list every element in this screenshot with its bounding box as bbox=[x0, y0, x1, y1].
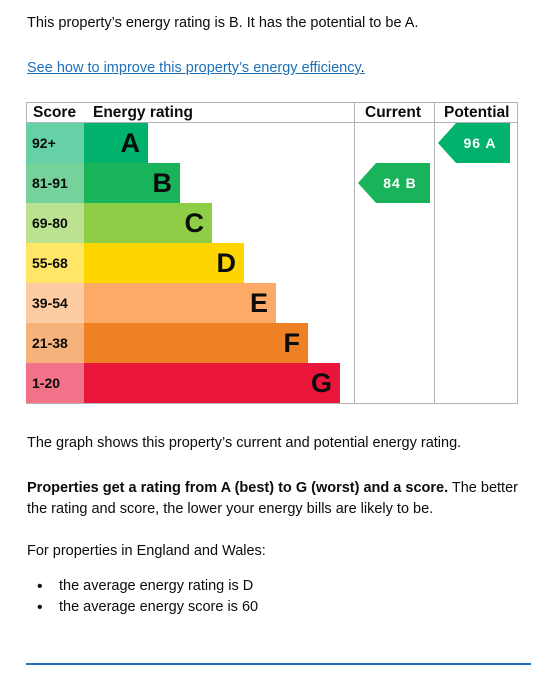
band-letter: E bbox=[249, 288, 268, 318]
region-note: For properties in England and Wales: bbox=[27, 543, 266, 559]
energy-rating-chart: Score Energy rating Current Potential 92… bbox=[26, 102, 518, 404]
band-bar-f: F bbox=[84, 323, 308, 363]
graph-note: The graph shows this property’s current … bbox=[27, 435, 462, 451]
band-bar-e: E bbox=[84, 283, 276, 323]
header-potential: Potential bbox=[444, 104, 510, 121]
band-score-a: 92+ bbox=[26, 123, 84, 163]
potential-rating-arrow: 96 A bbox=[438, 123, 510, 163]
improve-efficiency-link[interactable]: See how to improve this property’s energ… bbox=[27, 60, 365, 76]
rating-explanation-bold: Properties get a rating from A (best) to… bbox=[27, 480, 449, 496]
section-divider bbox=[26, 663, 531, 665]
band-letter: B bbox=[152, 168, 173, 198]
band-score-c: 69-80 bbox=[26, 203, 84, 243]
improve-efficiency-link-text[interactable]: See how to improve this property’s energ… bbox=[27, 60, 361, 76]
band-bar-c: C bbox=[84, 203, 212, 243]
band-letter: D bbox=[216, 248, 237, 278]
potential-score: 96 bbox=[463, 135, 482, 151]
band-bar-b: B bbox=[84, 163, 180, 203]
band-letter: C bbox=[184, 208, 205, 238]
list-item: the average energy score is 60 bbox=[27, 597, 258, 618]
band-bar-g: G bbox=[84, 363, 340, 403]
header-score: Score bbox=[33, 104, 77, 121]
band-score-e: 39-54 bbox=[26, 283, 84, 323]
band-score-g: 1-20 bbox=[26, 363, 84, 403]
band-score-d: 55-68 bbox=[26, 243, 84, 283]
energy-rating-summary: This property’s energy rating is B. It h… bbox=[27, 15, 419, 31]
band-letter: F bbox=[283, 328, 301, 358]
current-score: 84 bbox=[383, 175, 401, 191]
average-list: the average energy rating is D the avera… bbox=[27, 576, 258, 618]
band-letter: G bbox=[310, 368, 332, 398]
current-letter: B bbox=[405, 175, 417, 191]
header-energy-rating: Energy rating bbox=[93, 104, 193, 121]
band-score-b: 81-91 bbox=[26, 163, 84, 203]
rating-explanation-rest: The better the rating and score, the low… bbox=[27, 480, 518, 517]
list-item: the average energy rating is D bbox=[27, 576, 258, 597]
potential-letter: A bbox=[485, 135, 497, 151]
band-letter: A bbox=[120, 128, 141, 158]
band-bar-d: D bbox=[84, 243, 244, 283]
rating-explanation: Properties get a rating from A (best) to… bbox=[27, 478, 522, 520]
current-rating-arrow: 84 B bbox=[358, 163, 430, 203]
link-suffix: . bbox=[360, 60, 365, 76]
band-score-f: 21-38 bbox=[26, 323, 84, 363]
header-current: Current bbox=[365, 104, 421, 121]
band-bar-a: A bbox=[84, 123, 148, 163]
